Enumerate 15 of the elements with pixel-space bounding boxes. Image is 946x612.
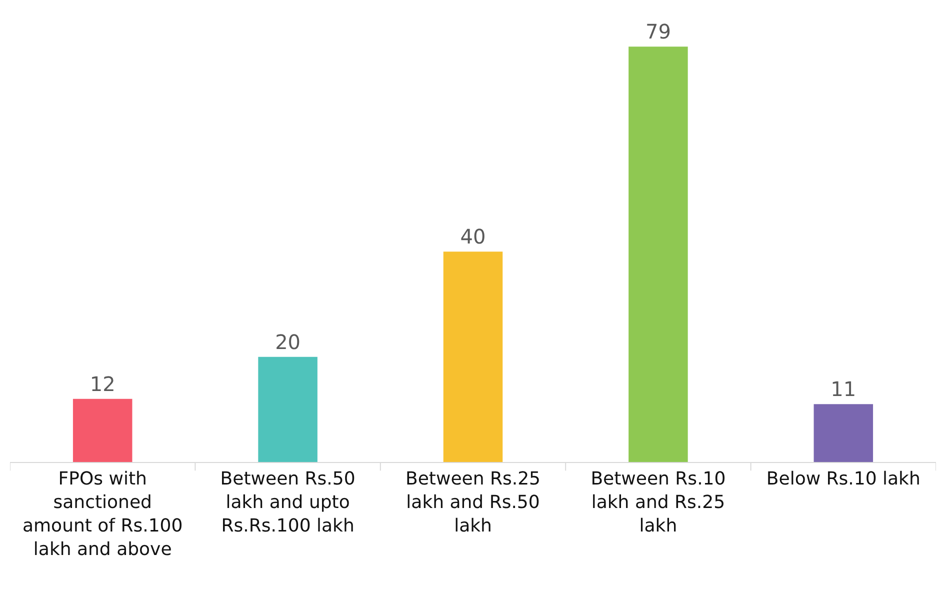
- bar: [628, 46, 688, 462]
- data-label: 20: [275, 330, 301, 354]
- x-tick-label: Between Rs.10 lakh and Rs.25 lakh: [590, 468, 726, 536]
- bar: [72, 398, 132, 462]
- data-label: 40: [460, 224, 486, 249]
- x-tick-label: FPOs with sanctioned amount of Rs.100 lakh and above: [22, 468, 183, 560]
- x-tick-label: Between Rs.25 lakh and Rs.50 lakh: [406, 468, 540, 536]
- data-label: 11: [830, 377, 856, 402]
- bar: [814, 404, 874, 462]
- bar: [443, 252, 503, 462]
- data-label: 79: [645, 20, 671, 44]
- data-label: 12: [90, 372, 116, 396]
- bar: [258, 356, 318, 462]
- x-tick-label: Below Rs.10 lakh: [766, 468, 920, 490]
- x-tick-label: Between Rs.50 lakh and upto Rs.Rs.100 lakh: [220, 468, 356, 536]
